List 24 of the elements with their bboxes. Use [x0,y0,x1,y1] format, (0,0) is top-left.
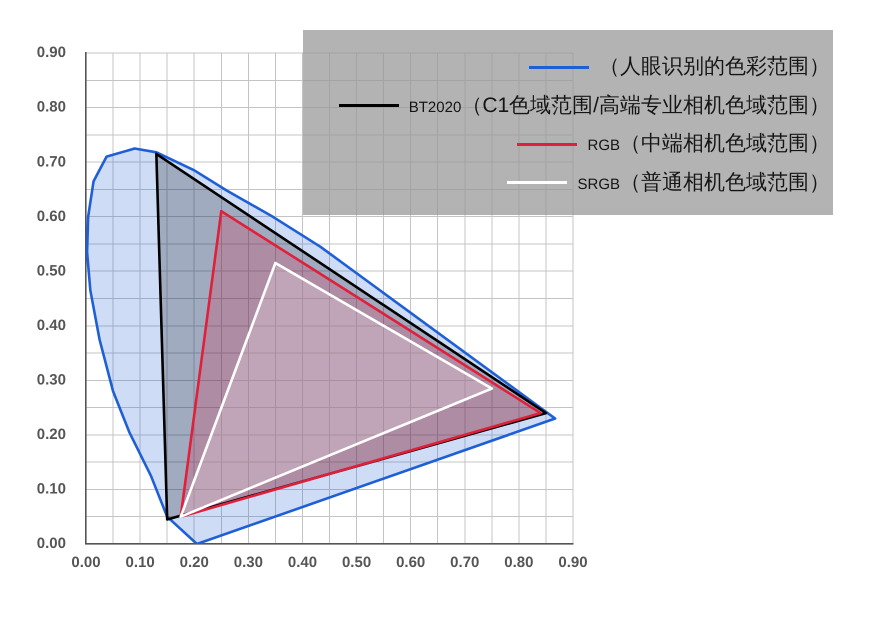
x-tick-label: 0.10 [126,554,155,572]
legend-label: BT2020（C1色域范围/高端专业相机色域范围） [408,92,830,118]
x-tick-label: 0.40 [288,554,318,572]
legend-label: （人眼识别的色彩范围） [599,54,830,80]
y-tick-label: 0.00 [36,535,66,552]
y-tick-label: 0.60 [36,208,66,225]
x-tick-label: 0.60 [396,554,426,572]
y-tick-label: 0.20 [36,426,66,444]
y-tick-label: 0.70 [36,153,66,170]
y-tick-label: 0.10 [36,480,66,498]
x-tick-label: 0.50 [342,554,372,572]
x-tick-label: 0.90 [558,554,588,572]
y-tick-label: 0.90 [36,44,66,62]
y-tick-label: 0.40 [36,316,66,334]
y-tick-label: 0.30 [36,371,66,388]
x-tick-label: 0.30 [234,554,263,572]
y-tick-label: 0.50 [36,262,66,280]
legend-label: RGB（中端相机色域范围） [587,131,830,157]
x-tick-label: 0.70 [450,554,480,572]
y-tick-label: 0.80 [36,98,66,116]
x-tick-label: 0.20 [180,554,209,572]
legend-label: SRGB（普通相机色域范围） [577,170,830,196]
x-tick-label: 0.00 [71,554,101,572]
x-tick-label: 0.80 [504,554,534,572]
